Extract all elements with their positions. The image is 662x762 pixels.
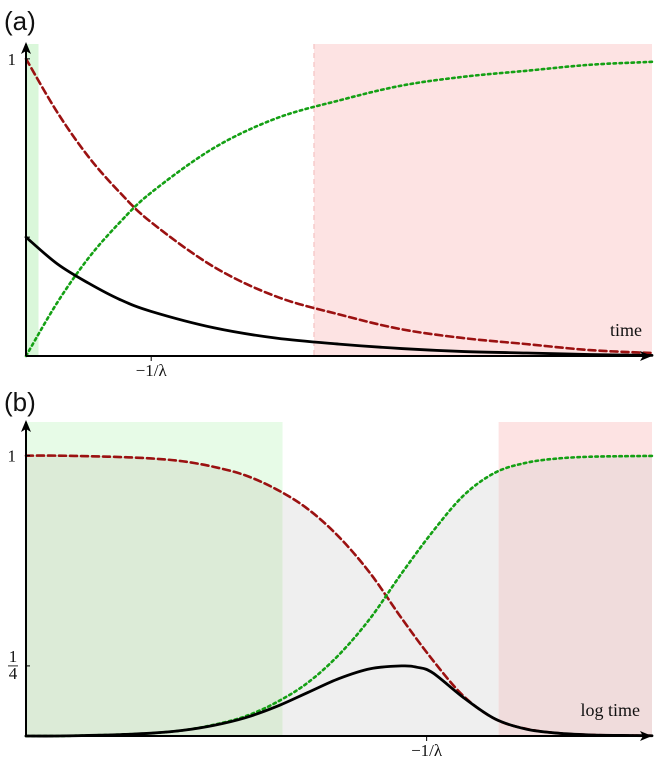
panel-a-series-dotted-line [24,60,654,358]
panel-a-regions [26,44,652,356]
panel-b-fill-2 [498,455,652,736]
panel-b-series [24,454,654,738]
panel-a-ticks: −1/λ 1 [8,50,168,380]
panel-b-y-tick-label-1: 14 [8,647,18,683]
panel-a-series-dashed-line [24,57,654,355]
panel-a-label: (a) [4,6,36,36]
panel-a-series [24,57,654,358]
panel-a-x-axis-title: time [610,320,642,340]
panel-b-fill-0 [26,455,283,736]
panel-a-region-1 [313,44,652,356]
panel-a-region-0 [26,44,39,356]
panel-b-label: (b) [4,387,36,417]
panel-a-y-tick-label-0: 1 [8,50,17,69]
panel-b-x-tick-label-0: −1/λ [411,741,443,760]
panel-a-series-solid-line [24,235,654,357]
panel-b-y-tick-label-1-numerator: 1 [9,647,18,666]
panel-b-y-tick-label-0: 1 [8,447,17,466]
panel-b-y-tick-label-1-denominator: 4 [9,664,18,683]
panel-a-x-tick-label-0: −1/λ [136,361,168,380]
panel-b-series-solid-line [24,664,654,738]
panel-a: (a) −1/λ 1 time [4,6,654,380]
panel-b-x-axis-title: log time [581,700,641,720]
